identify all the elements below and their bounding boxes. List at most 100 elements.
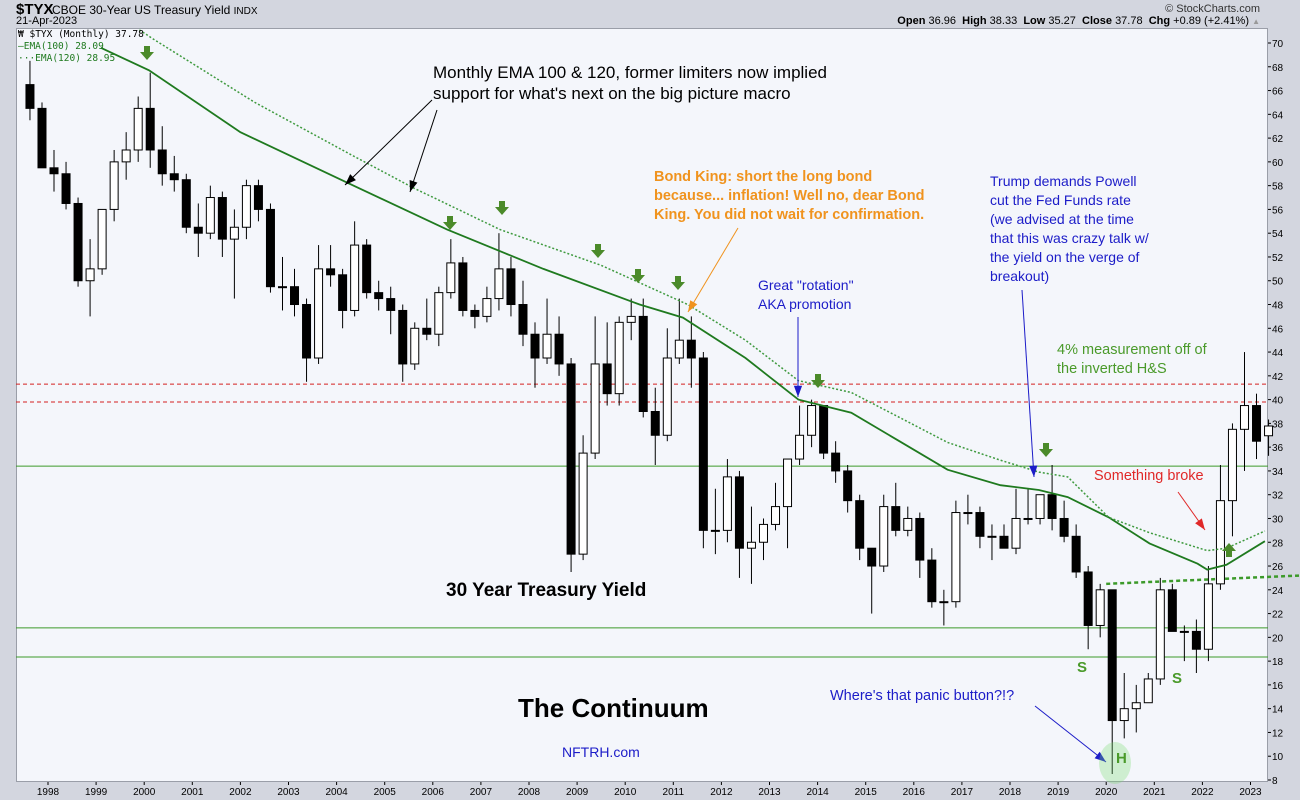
candle-body [61, 173, 71, 204]
open-value: 36.96 [928, 15, 957, 27]
candle-body [25, 84, 35, 109]
candle-body [217, 197, 227, 240]
legend-price-text: $TYX (Monthly) 37.78 [29, 29, 144, 40]
continuum-title: The Continuum [518, 693, 709, 723]
measurement-line: the inverted H&S [1057, 361, 1167, 377]
trump-arrow-head-icon [1029, 465, 1038, 477]
open-label: Open [897, 15, 926, 27]
candle-body [494, 268, 504, 300]
candle-body [783, 458, 793, 508]
bond-king-arrow-head-icon [688, 300, 698, 312]
ema120-pointer-arrow-head-icon [409, 180, 418, 192]
candle-body [819, 405, 829, 454]
candle-body [205, 197, 215, 234]
candle-body [1227, 428, 1237, 502]
x-tick-label: 2013 [758, 787, 781, 798]
candle-body [638, 315, 648, 412]
ema100-line [100, 46, 1266, 571]
down-arrow-icon [811, 374, 825, 388]
y-tick-label: 58 [1272, 182, 1284, 193]
x-tick-label: 2002 [229, 787, 252, 798]
y-tick-label: 42 [1272, 372, 1284, 383]
y-tick-label: 28 [1272, 538, 1284, 549]
candle-body [157, 149, 167, 175]
chart-title-annotation: 30 Year Treasury Yield [446, 580, 647, 601]
y-tick-label: 18 [1272, 657, 1284, 668]
ema-note: Monthly EMA 100 & 120, former limiters n… [433, 62, 827, 104]
candle-body [314, 268, 324, 359]
candle-body [843, 470, 853, 502]
bond-king-line: because... inflation! Well no, dear Bond [654, 188, 925, 204]
up-triangle-icon: ▲ [1252, 17, 1260, 26]
legend-ema100: —EMA(100) 28.09 [18, 41, 104, 52]
rotation-note: Great "rotation" AKA promotion [758, 276, 854, 314]
candle-body [1047, 494, 1057, 519]
close-value: 37.78 [1115, 15, 1143, 27]
candle-body [1011, 517, 1021, 549]
down-arrow-icon [631, 269, 645, 283]
ema-note-line: support for what's next on the big pictu… [433, 84, 791, 103]
candle-body [434, 292, 444, 335]
candle-body [1095, 589, 1105, 626]
y-tick-label: 20 [1272, 633, 1284, 644]
candle-body [338, 274, 348, 311]
candle-body [915, 517, 925, 561]
candle-body [1119, 708, 1129, 722]
candle-body [602, 363, 612, 395]
trump-line: the yield on the verge of [990, 249, 1140, 265]
rotation-arrow-head-icon [793, 385, 803, 397]
candle-body [566, 363, 576, 555]
y-tick-label: 24 [1272, 586, 1284, 597]
candle-body [1252, 405, 1262, 442]
x-tick-label: 2004 [325, 787, 348, 798]
candle-body [422, 327, 432, 335]
candle-body [698, 357, 708, 531]
ema120-line [138, 29, 1266, 552]
candle-body [518, 304, 528, 335]
trump-arrow-line [1021, 289, 1035, 478]
x-tick-label: 2000 [133, 787, 156, 798]
candles [25, 60, 1274, 775]
candle-body [855, 500, 865, 549]
candle-body [939, 601, 949, 604]
candle-body [674, 339, 684, 359]
x-tick-label: 2017 [951, 787, 974, 798]
x-tick-label: 2018 [999, 787, 1022, 798]
candle-body [891, 506, 901, 531]
trump-line: Trump demands Powell [990, 173, 1137, 189]
y-tick-label: 48 [1272, 301, 1284, 312]
candle-body [1107, 589, 1117, 722]
measurement-note: 4% measurement off of the inverted H&S [1057, 341, 1207, 379]
candle-body [1155, 589, 1165, 680]
brand: © StockCharts.com [1165, 3, 1260, 15]
candle-body [879, 506, 889, 567]
candle-body [927, 559, 937, 603]
ema100-pointer-arrow-line [344, 99, 433, 186]
candle-body [614, 321, 624, 395]
y-tick-label: 56 [1272, 205, 1284, 216]
candle-body [506, 268, 516, 306]
axes: 8101214161820222426283032343638404244464… [37, 39, 1284, 798]
chart-date: 21-Apr-2023 [16, 15, 78, 27]
candle-body [963, 512, 973, 515]
y-tick-label: 66 [1272, 87, 1284, 98]
candle-body [987, 535, 997, 538]
y-tick-label: 54 [1272, 229, 1284, 240]
candle-body [734, 476, 744, 549]
candle-body [229, 226, 239, 240]
panic-note: Where's that panic button?!? [830, 688, 1015, 704]
x-tick-label: 1999 [85, 787, 108, 798]
chg-label: Chg [1148, 15, 1171, 27]
neckline [1106, 574, 1300, 586]
candle-body [410, 327, 420, 365]
candle-body [542, 333, 552, 359]
low-value: 35.27 [1048, 15, 1076, 27]
candle-body [975, 512, 985, 537]
candle-body [145, 107, 155, 151]
candle-body [1131, 702, 1141, 710]
x-tick-label: 2006 [422, 787, 445, 798]
y-tick-label: 70 [1272, 39, 1284, 50]
candle-body [530, 333, 540, 359]
candle-body [386, 298, 396, 311]
candle-body [590, 363, 600, 454]
